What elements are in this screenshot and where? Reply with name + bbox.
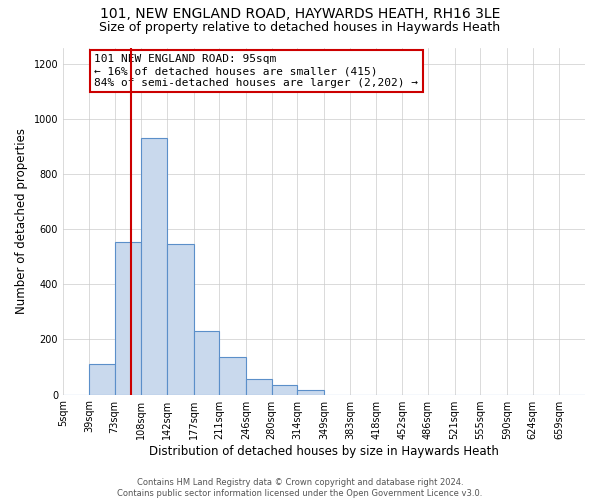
Bar — [89, 364, 115, 394]
Text: Contains HM Land Registry data © Crown copyright and database right 2024.
Contai: Contains HM Land Registry data © Crown c… — [118, 478, 482, 498]
Bar — [141, 138, 167, 394]
Bar — [246, 380, 272, 394]
Bar — [298, 390, 324, 394]
Bar — [272, 385, 298, 394]
Bar — [167, 244, 194, 394]
X-axis label: Distribution of detached houses by size in Haywards Heath: Distribution of detached houses by size … — [149, 444, 499, 458]
Y-axis label: Number of detached properties: Number of detached properties — [15, 128, 28, 314]
Bar — [115, 242, 141, 394]
Text: 101 NEW ENGLAND ROAD: 95sqm
← 16% of detached houses are smaller (415)
84% of se: 101 NEW ENGLAND ROAD: 95sqm ← 16% of det… — [94, 54, 418, 88]
Text: Size of property relative to detached houses in Haywards Heath: Size of property relative to detached ho… — [100, 21, 500, 34]
Bar — [194, 331, 220, 394]
Bar — [220, 358, 246, 395]
Text: 101, NEW ENGLAND ROAD, HAYWARDS HEATH, RH16 3LE: 101, NEW ENGLAND ROAD, HAYWARDS HEATH, R… — [100, 8, 500, 22]
